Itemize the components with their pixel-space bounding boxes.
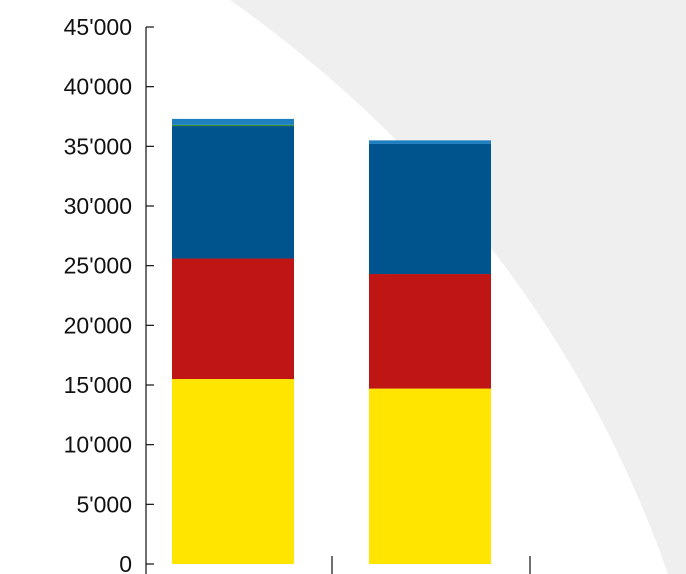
bar-segment-2-1: [369, 388, 491, 564]
bars-group: [172, 118, 491, 564]
bar-segment-2-3: [369, 143, 491, 275]
y-tick-label: 40'000: [64, 74, 132, 100]
y-tick-label: 20'000: [64, 312, 132, 338]
bar-segment-2-2: [369, 274, 491, 389]
y-tick-label: 35'000: [64, 133, 132, 159]
y-tick-label: 30'000: [64, 193, 132, 219]
x-axis: [331, 556, 531, 574]
bar-segment-1-4: [172, 124, 294, 127]
y-tick-label: 0: [119, 551, 132, 574]
bar-segment-2-5: [369, 140, 491, 144]
bar-segment-1-5: [172, 118, 294, 125]
y-tick-label: 25'000: [64, 253, 132, 279]
y-axis: 0 5'000 10'000 15'000 20'000 25'000 30'000 35'0…: [64, 14, 154, 574]
y-tick-label: 5'000: [76, 491, 132, 517]
background-swoosh: [230, 0, 686, 574]
bar-segment-1-2: [172, 258, 294, 380]
y-tick-label: 10'000: [64, 432, 132, 458]
y-tick-label: 45'000: [64, 14, 132, 40]
bar-segment-1-1: [172, 379, 294, 564]
y-tick-label: 15'000: [64, 372, 132, 398]
bar-segment-1-3: [172, 126, 294, 259]
